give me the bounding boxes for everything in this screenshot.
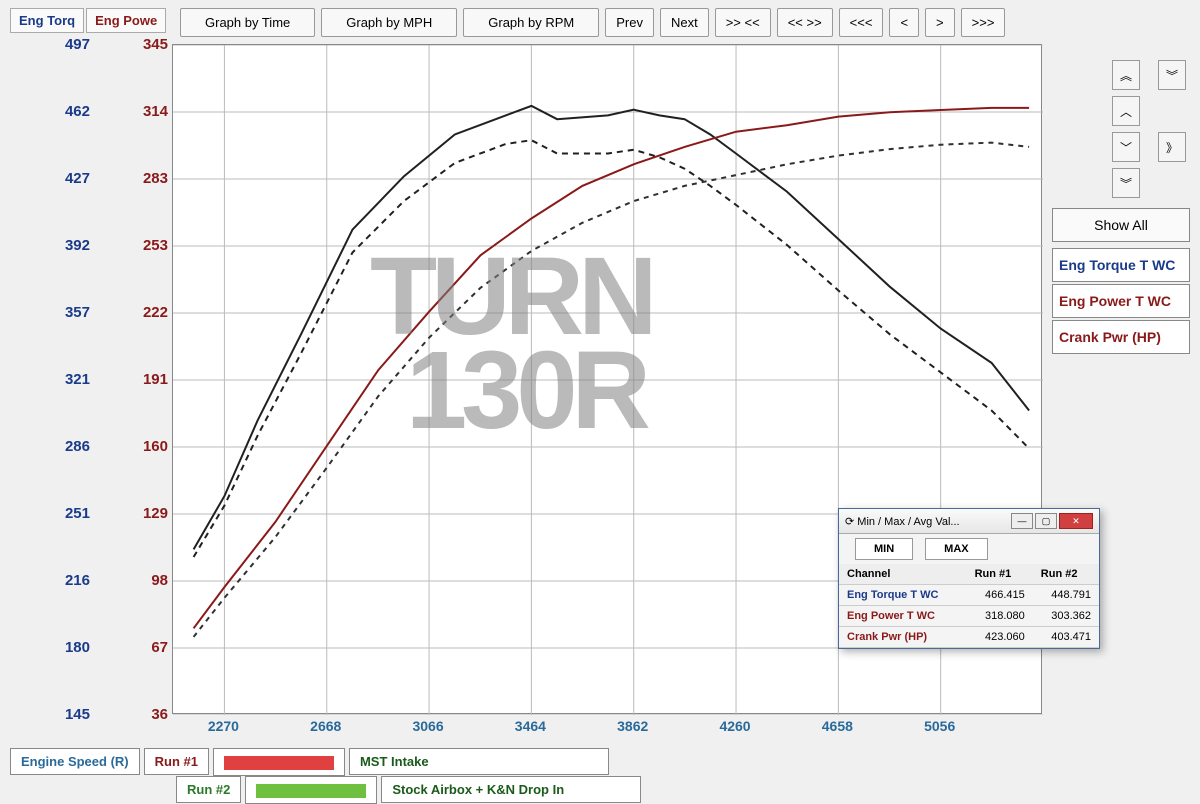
- series-torque-label[interactable]: Eng Torque T WC: [1052, 248, 1190, 282]
- toolbar: Graph by Time Graph by MPH Graph by RPM …: [180, 8, 1188, 37]
- run2-swatch: [245, 776, 377, 804]
- run1-swatch: [213, 748, 345, 776]
- tab-eng-power[interactable]: Eng Powe: [86, 8, 166, 33]
- scroll-down-dbl-icon[interactable]: 》: [1158, 132, 1186, 162]
- col-channel: Channel: [839, 564, 967, 585]
- scroll-down-fast2-icon[interactable]: ︾: [1112, 168, 1140, 198]
- popup-title-text: Min / Max / Avg Val...: [857, 516, 959, 528]
- bottom-legend-2: Run #2 Stock Airbox + K&N Drop In: [176, 776, 641, 804]
- axis-tabs: Eng Torq Eng Powe: [10, 8, 166, 33]
- next-button[interactable]: Next: [660, 8, 709, 37]
- run1-label[interactable]: Run #1: [144, 748, 209, 775]
- tab-eng-torque[interactable]: Eng Torq: [10, 8, 84, 33]
- tab-max[interactable]: MAX: [925, 538, 987, 560]
- run1-desc: MST Intake: [349, 748, 609, 775]
- bottom-legend: Engine Speed (R) Run #1 MST Intake: [10, 748, 609, 776]
- nav-left-button[interactable]: <: [889, 8, 919, 37]
- series-power-label[interactable]: Eng Power T WC: [1052, 284, 1190, 318]
- run2-label[interactable]: Run #2: [176, 776, 241, 803]
- nav-last-button[interactable]: >>>: [961, 8, 1006, 37]
- nav-right-button[interactable]: >: [925, 8, 955, 37]
- graph-by-rpm-button[interactable]: Graph by RPM: [463, 8, 599, 37]
- nav-first-button[interactable]: <<<: [839, 8, 884, 37]
- table-row: Eng Torque T WC466.415448.791: [839, 585, 1099, 606]
- nav-in-button[interactable]: >> <<: [715, 8, 771, 37]
- prev-button[interactable]: Prev: [605, 8, 654, 37]
- scroll-up-fast-icon[interactable]: ︽: [1112, 60, 1140, 90]
- graph-by-mph-button[interactable]: Graph by MPH: [321, 8, 457, 37]
- right-panel: ︽ ︾ ︿ ﹀ 》 ︾ Show All Eng Torque T WC Eng…: [1052, 60, 1190, 356]
- popup-table: Channel Run #1 Run #2 Eng Torque T WC466…: [839, 564, 1099, 648]
- run2-desc: Stock Airbox + K&N Drop In: [381, 776, 641, 803]
- series-crank-label[interactable]: Crank Pwr (HP): [1052, 320, 1190, 354]
- col-run2: Run #2: [1033, 564, 1099, 585]
- minmax-popup[interactable]: ⟳ Min / Max / Avg Val... — ▢ ✕ MIN MAX C…: [838, 508, 1100, 649]
- close-icon[interactable]: ✕: [1059, 513, 1093, 529]
- graph-by-time-button[interactable]: Graph by Time: [180, 8, 315, 37]
- scroll-down-icon[interactable]: ﹀: [1112, 132, 1140, 162]
- tab-min[interactable]: MIN: [855, 538, 913, 560]
- scroll-up-icon[interactable]: ︿: [1112, 96, 1140, 126]
- maximize-icon[interactable]: ▢: [1035, 513, 1057, 529]
- minimize-icon[interactable]: —: [1011, 513, 1033, 529]
- popup-titlebar[interactable]: ⟳ Min / Max / Avg Val... — ▢ ✕: [839, 509, 1099, 534]
- col-run1: Run #1: [967, 564, 1033, 585]
- scroll-down-fast-icon[interactable]: ︾: [1158, 60, 1186, 90]
- show-all-button[interactable]: Show All: [1052, 208, 1190, 242]
- table-row: Crank Pwr (HP)423.060403.471: [839, 627, 1099, 648]
- engine-speed-label: Engine Speed (R): [10, 748, 140, 775]
- nav-out-button[interactable]: << >>: [777, 8, 833, 37]
- table-row: Eng Power T WC318.080303.362: [839, 606, 1099, 627]
